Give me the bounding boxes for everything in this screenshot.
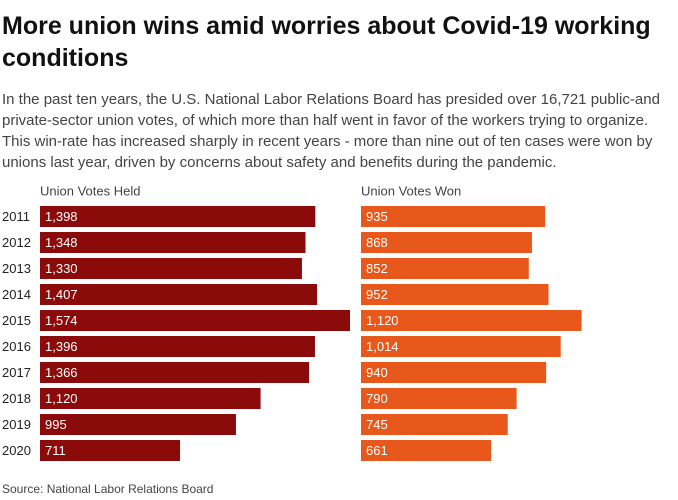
value-label: 1,407: [45, 287, 78, 302]
value-label: 1,396: [45, 339, 78, 354]
value-label: 790: [366, 391, 388, 406]
value-label: 935: [366, 209, 388, 224]
bar: [40, 388, 261, 409]
y-tick-label: 2016: [2, 339, 31, 354]
chart-title: More union wins amid worries about Covid…: [2, 12, 651, 72]
value-label: 711: [45, 443, 66, 458]
bar: [40, 310, 350, 331]
value-label: 661: [366, 443, 388, 458]
value-label: 745: [366, 417, 388, 432]
value-label: 995: [45, 417, 67, 432]
chart: 2011 2012 2013 2014 2015 2016 2017 2018 2019 2020…: [2, 183, 582, 461]
bar: [361, 440, 492, 461]
value-label: 1,014: [366, 339, 399, 354]
panel-label: Union Votes Won: [361, 183, 461, 198]
bar: [40, 284, 318, 305]
y-tick-label: 2019: [2, 417, 31, 432]
bar: [361, 310, 582, 331]
bar: [361, 284, 549, 305]
bar: [361, 258, 529, 279]
value-label: 868: [366, 235, 388, 250]
chart-subtitle: In the past ten years, the U.S. National…: [2, 91, 660, 171]
bar: [361, 414, 508, 435]
y-tick-label: 2012: [2, 235, 31, 250]
bar: [361, 206, 546, 227]
value-label: 1,348: [45, 235, 78, 250]
bar: [40, 336, 315, 357]
y-tick-label: 2014: [2, 287, 31, 302]
value-label: 1,398: [45, 209, 78, 224]
y-tick-label: 2018: [2, 391, 31, 406]
bar: [40, 440, 181, 461]
value-label: 1,120: [366, 313, 399, 328]
value-label: 1,366: [45, 365, 78, 380]
value-label: 952: [366, 287, 388, 302]
bar: [361, 388, 517, 409]
source-note: Source: National Labor Relations Board: [2, 482, 214, 496]
y-tick-label: 2013: [2, 261, 31, 276]
y-tick-label: 2017: [2, 365, 31, 380]
value-label: 1,120: [45, 391, 78, 406]
y-tick-label: 2011: [2, 209, 30, 224]
bar: [361, 232, 532, 253]
value-label: 1,330: [45, 261, 78, 276]
bar: [40, 414, 236, 435]
bar: [361, 362, 547, 383]
bar: [40, 362, 310, 383]
bar: [361, 336, 561, 357]
bar: [40, 258, 302, 279]
value-label: 940: [366, 365, 388, 380]
y-tick-label: 2015: [2, 313, 31, 328]
bar: [40, 206, 316, 227]
bar: [40, 232, 306, 253]
value-label: 852: [366, 261, 388, 276]
y-tick-label: 2020: [2, 443, 31, 458]
value-label: 1,574: [45, 313, 78, 328]
panel-label: Union Votes Held: [40, 183, 140, 198]
